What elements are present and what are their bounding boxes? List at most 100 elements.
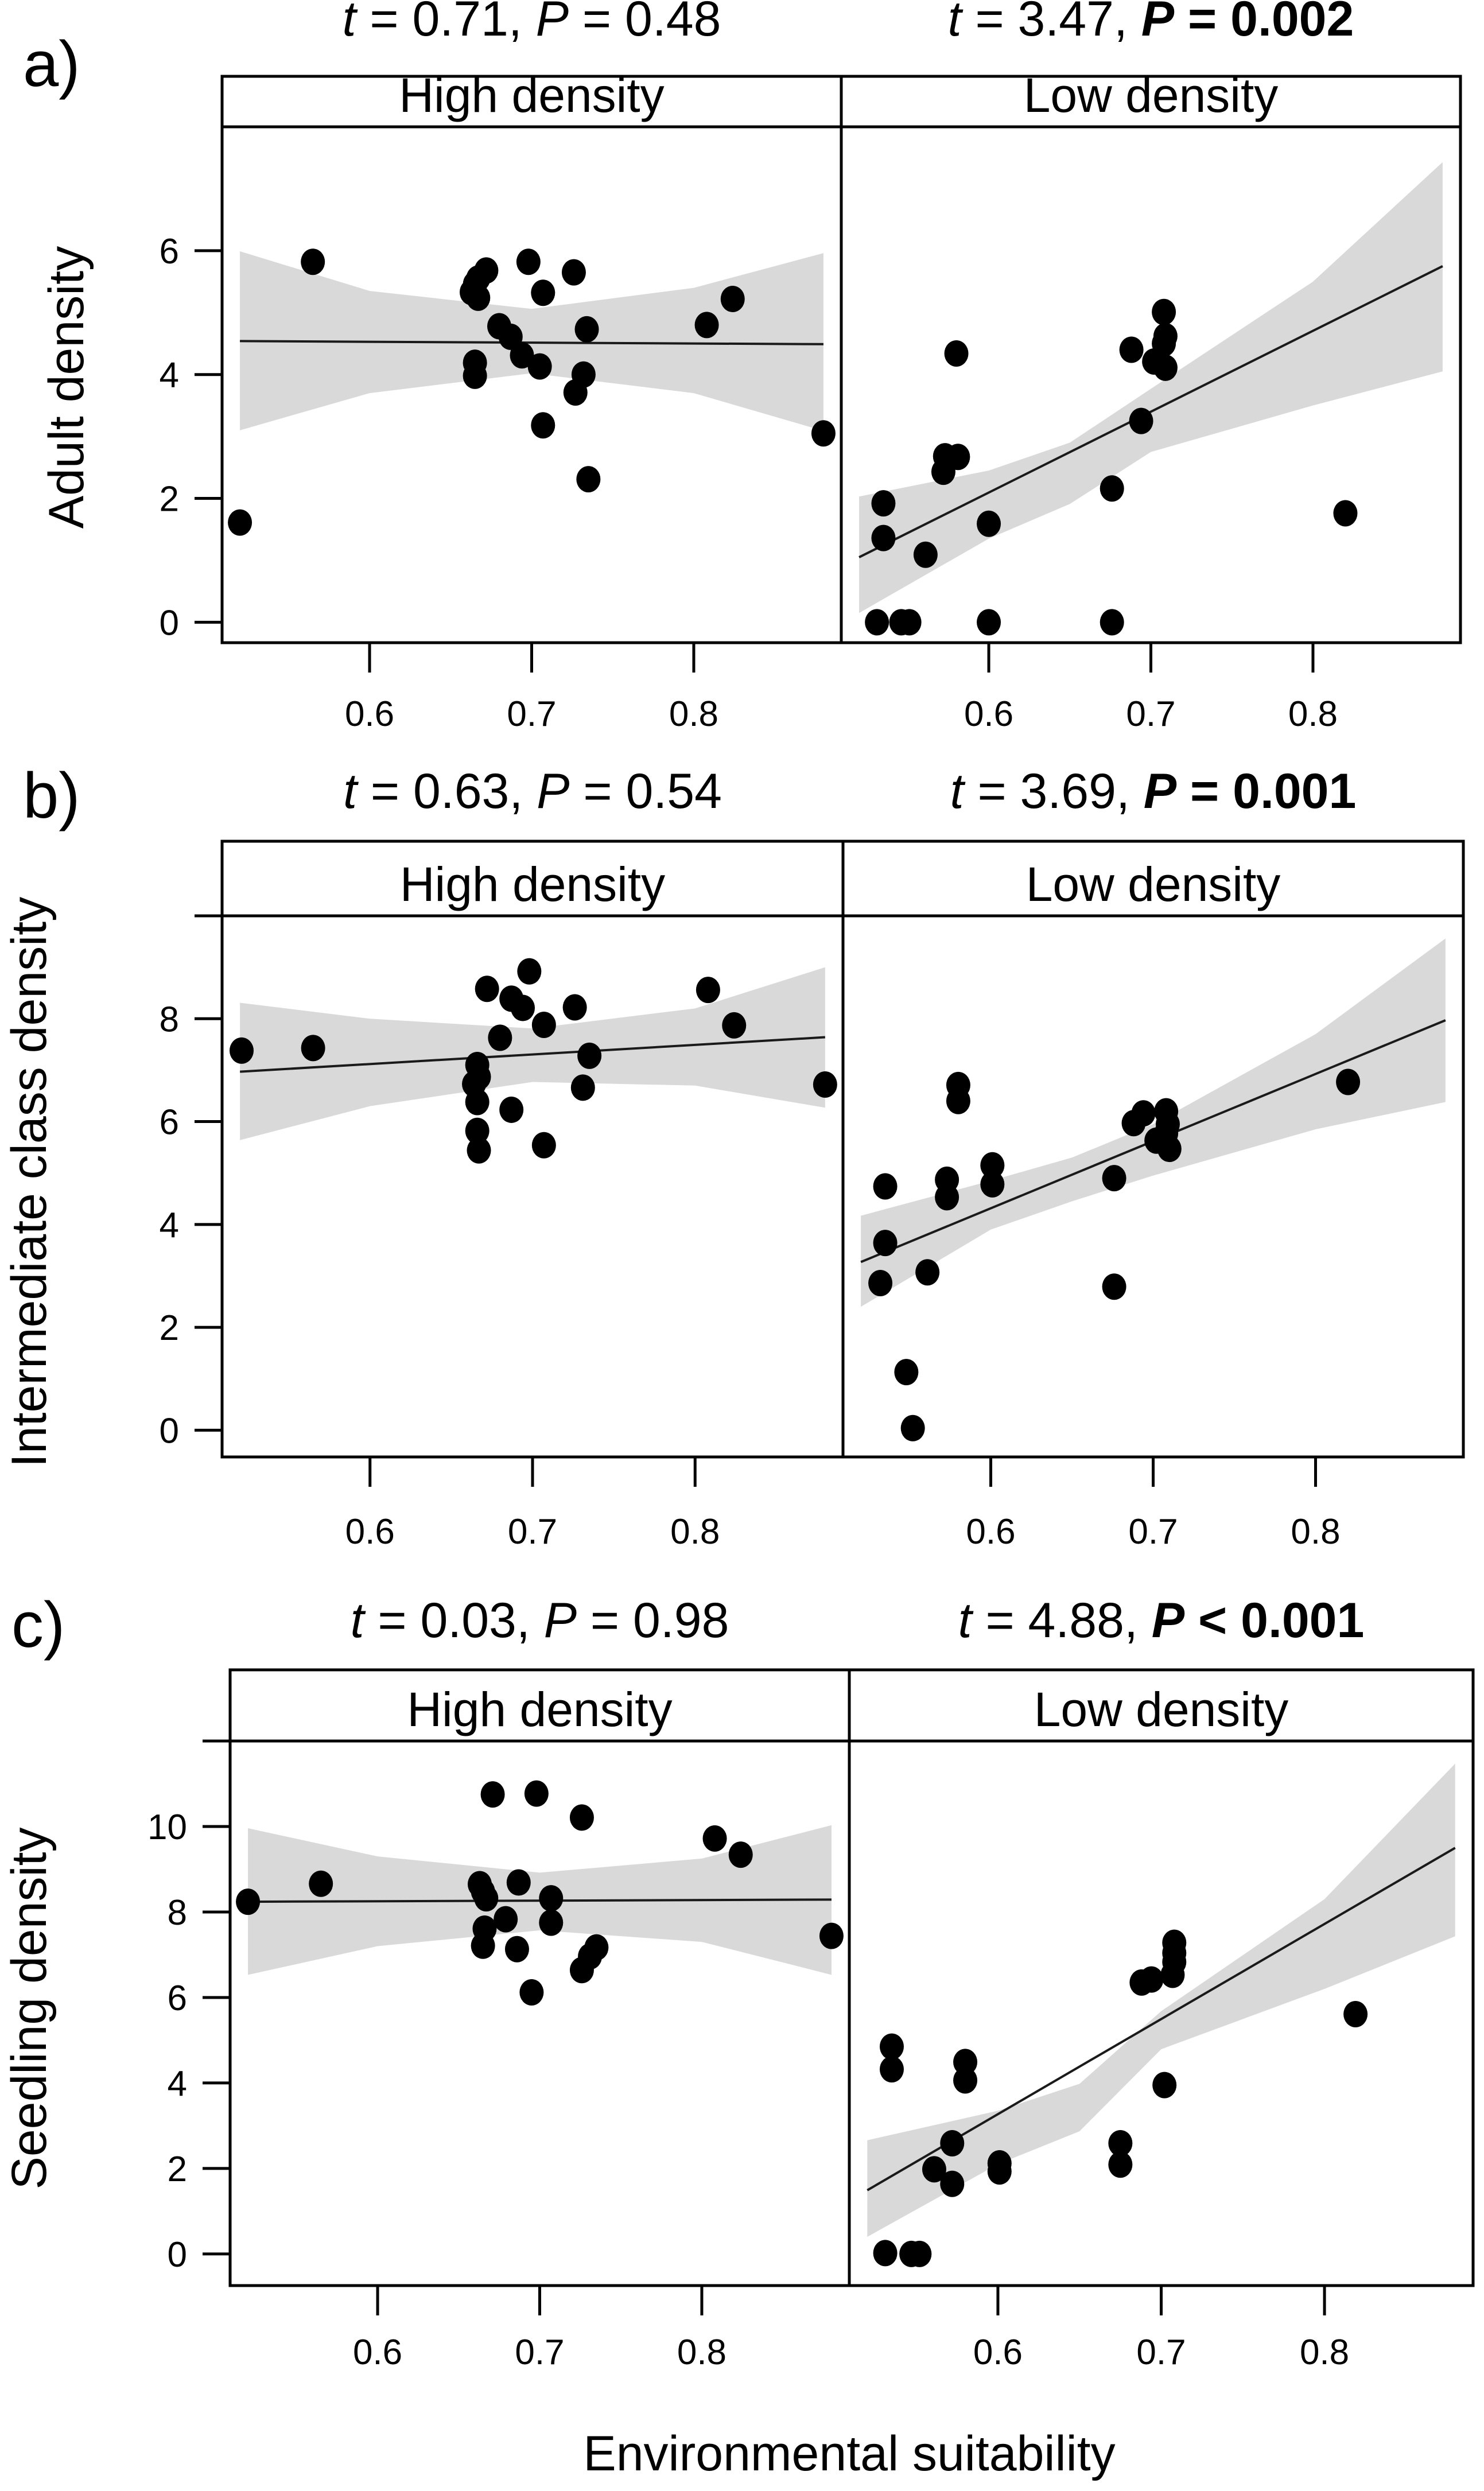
data-point [873,2240,898,2267]
data-point [569,1957,594,1984]
data-point [506,1869,531,1896]
data-point [229,1037,254,1064]
data-point [466,284,491,311]
x-tick-label: 0.8 [1300,2333,1349,2372]
regression-line [240,1036,825,1073]
data-point [474,1885,499,1912]
data-point [894,1359,919,1386]
stat-p-symbol: P [1144,764,1177,819]
data-point [728,1841,753,1868]
data-point [539,1885,564,1912]
facet-strip-label: High density [400,857,665,911]
y-tick-label: 10 [147,1808,187,1847]
data-point [873,1230,898,1257]
x-tick-label: 0.6 [345,694,394,734]
data-point [946,1071,970,1098]
stat-t-symbol: t [343,0,358,46]
facet-stat-title: t = 3.47, P = 0.002 [948,0,1354,46]
data-point [977,609,1001,636]
data-point [811,420,836,447]
y-tick-label: 2 [168,2150,187,2189]
panel-letter: b) [23,760,80,831]
y-tick-label: 0 [160,1411,179,1451]
data-point [1139,1966,1164,1993]
data-point [1100,609,1124,636]
confidence-band [861,938,1446,1307]
regression-line [858,265,1443,558]
data-point [813,1071,837,1098]
data-point [1129,407,1153,434]
x-tick-label: 0.6 [966,1512,1015,1552]
stat-p-value: = 0.002 [1174,0,1354,46]
facet-strip-label: High density [407,1682,672,1736]
data-point [562,994,587,1021]
data-point [922,2156,946,2183]
data-point [563,379,588,406]
data-point [879,2056,904,2083]
stat-p-symbol: P [1152,1593,1185,1648]
data-point [467,1137,491,1164]
data-point [1102,1273,1126,1300]
x-tick-label: 0.7 [1128,1512,1178,1552]
data-point [907,2240,932,2267]
data-point [897,609,922,636]
y-tick-label: 6 [160,232,179,271]
facet-stat-title: t = 3.69, P = 0.001 [950,764,1357,819]
y-tick-label: 2 [160,1308,179,1348]
y-tick-label: 4 [160,1206,179,1245]
stat-t-value: = 0.71, [356,0,535,46]
facet-low-density: t = 3.69, P = 0.001 Low density 0.6 0.7 0.8 [841,764,1465,1552]
data-point [531,1132,556,1159]
x-tick-label: 0.6 [345,1512,395,1552]
data-point [935,1166,959,1193]
data-point [720,286,745,313]
data-point [511,994,535,1021]
x-tick-label: 0.7 [1136,2333,1186,2372]
stat-p-value: = 0.54 [570,764,722,819]
data-point [517,958,542,985]
stat-t-symbol: t [948,0,964,46]
data-point [570,1074,595,1101]
data-point [1100,475,1124,502]
data-point [1119,336,1144,363]
data-point [977,510,1001,537]
data-point [516,248,541,275]
facet-stat-title: t = 4.88, P < 0.001 [958,1593,1365,1648]
x-tick-label: 0.8 [1288,694,1338,734]
x-axis-title: Environmental suitability [583,2426,1115,2481]
facet-strip-label: Low density [1024,68,1279,122]
x-tick-label: 0.6 [964,694,1013,734]
stat-p-symbol: P [1141,0,1175,46]
data-point [1152,2072,1177,2098]
data-point [696,977,720,1004]
data-point [871,490,896,517]
stat-t-symbol: t [351,1593,366,1648]
data-point [465,1089,490,1116]
data-point [868,1270,893,1297]
confidence-band [859,162,1443,613]
facet-high-density: t = 0.71, P = 0.48 High density 0.6 0.7 0.8 [220,0,843,734]
data-point [301,1035,325,1062]
y-tick-label: 6 [160,1103,179,1142]
y-tick-label: 4 [160,356,179,395]
data-point [1108,2129,1133,2156]
x-tick-label: 0.8 [670,1512,720,1552]
stat-p-symbol: P [544,1593,577,1648]
data-point [539,1909,564,1936]
facet-strip-label: High density [399,68,664,122]
y-axis-title: Adult density [39,246,94,528]
x-tick-label: 0.7 [515,2333,564,2372]
panel-letter: c) [11,1589,65,1661]
panel-c: c) Seedling density 0 2 4 6 8 10 t = 0.03, P =… [2,1589,1475,2372]
stat-p-value: = 0.48 [569,0,721,46]
y-axis-title: Intermediate class density [2,897,57,1467]
confidence-band [240,251,823,431]
confidence-band [867,1763,1455,2237]
data-point [510,342,534,369]
facet-low-density: t = 4.88, P < 0.001 Low density 0.6 0.7 0.8 [848,1593,1475,2372]
data-point [819,1922,844,1949]
data-point [1153,354,1178,381]
data-point [987,2158,1012,2185]
data-point [504,1936,529,1963]
